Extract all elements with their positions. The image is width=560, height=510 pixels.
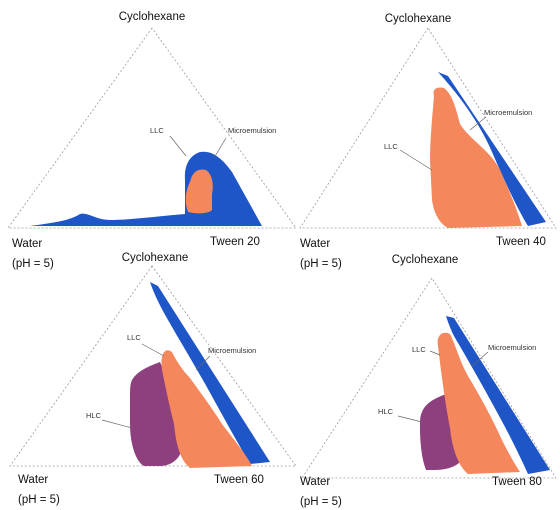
ternary-triangle-outline <box>299 27 557 229</box>
microemulsion-leader-line <box>469 116 487 131</box>
ternary-triangle-outline <box>7 27 297 229</box>
ternary-diagram-tween-40: Cyclohexane LLC Microemulsion Water (pH … <box>299 13 557 270</box>
surfactant-vertex-label: Tween 80 <box>492 476 542 488</box>
microemulsion-label: Microemulsion <box>208 346 256 355</box>
llc-leader-line <box>141 343 165 357</box>
ph-label: (pH = 5) <box>12 258 54 270</box>
llc-region <box>185 169 213 214</box>
llc-region <box>437 332 520 474</box>
hlc-leader-line <box>101 419 133 429</box>
ph-label: (pH = 5) <box>300 258 342 270</box>
top-vertex-label: Cyclohexane <box>122 252 188 264</box>
llc-leader-line <box>169 135 187 157</box>
ternary-diagram-tween-60: Cyclohexane LLC Microemulsion HLC Water … <box>9 252 297 506</box>
top-vertex-label: Cyclohexane <box>385 13 451 25</box>
microemulsion-leader-line <box>471 351 489 367</box>
microemulsion-region <box>150 282 270 464</box>
water-vertex-label: Water <box>18 474 48 486</box>
surfactant-vertex-label: Tween 40 <box>496 236 546 248</box>
llc-label: LLC <box>412 345 426 354</box>
llc-leader-line <box>429 350 441 356</box>
hlc-label: HLC <box>378 407 394 416</box>
surfactant-vertex-label: Tween 20 <box>210 236 260 248</box>
surfactant-vertex-label: Tween 60 <box>214 474 264 486</box>
llc-label: LLC <box>384 142 398 151</box>
microemulsion-label: Microemulsion <box>228 126 276 135</box>
hlc-leader-line <box>397 415 423 423</box>
ph-label: (pH = 5) <box>300 496 342 508</box>
hlc-region <box>130 362 182 466</box>
ternary-diagram-tween-20: Cyclohexane LLC Microemulsion Water (pH … <box>7 11 297 270</box>
top-vertex-label: Cyclohexane <box>119 11 185 23</box>
ternary-triangle-outline <box>301 277 557 479</box>
water-vertex-label: Water <box>12 238 42 250</box>
microemulsion-leader-line <box>195 355 211 371</box>
microemulsion-leader-line <box>213 137 227 159</box>
llc-label: LLC <box>150 126 164 135</box>
hlc-label: HLC <box>86 411 102 420</box>
microemulsion-region <box>30 151 262 226</box>
llc-region <box>430 87 522 229</box>
ternary-diagram-tween-80: Cyclohexane LLC Microemulsion HLC Water … <box>300 254 557 508</box>
water-vertex-label: Water <box>300 238 330 250</box>
microemulsion-region <box>446 316 550 474</box>
microemulsion-label: Microemulsion <box>484 108 532 117</box>
llc-label: LLC <box>127 333 141 342</box>
llc-region <box>161 350 252 468</box>
microemulsion-region <box>438 72 546 226</box>
water-vertex-label: Water <box>300 476 330 488</box>
ph-label: (pH = 5) <box>18 494 60 506</box>
top-vertex-label: Cyclohexane <box>392 254 458 266</box>
llc-leader-line <box>399 149 433 171</box>
microemulsion-label: Microemulsion <box>488 343 536 352</box>
